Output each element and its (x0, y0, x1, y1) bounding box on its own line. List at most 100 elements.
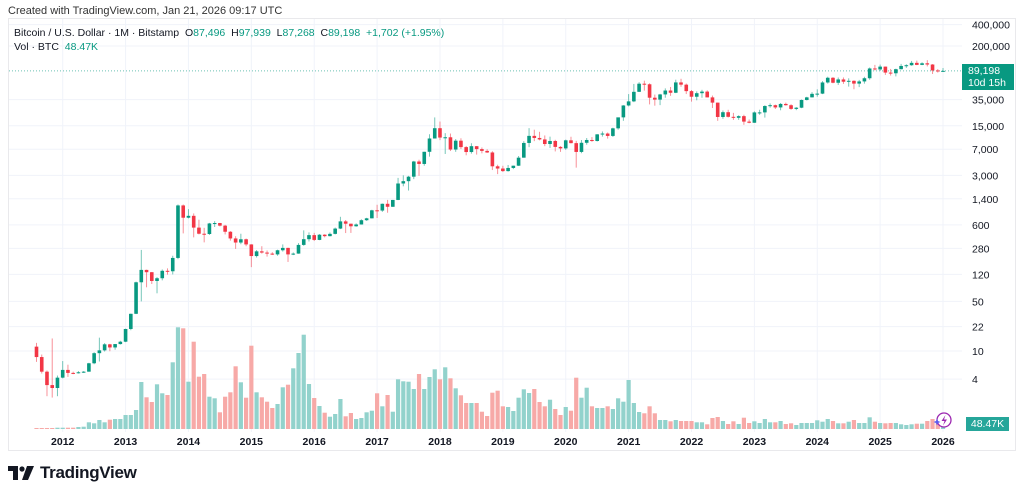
volume-bar (516, 397, 521, 429)
chart-pane[interactable] (8, 18, 1016, 451)
candle-body (679, 82, 683, 85)
volume-bar (799, 423, 804, 429)
volume-bar (390, 411, 395, 429)
candle-body (270, 253, 275, 255)
volume-bar (809, 423, 815, 429)
volume-bar (39, 428, 44, 429)
volume-bar (375, 393, 380, 429)
candle-body (233, 238, 238, 243)
volume-bar (568, 410, 574, 429)
candle-body (616, 117, 620, 129)
candle-body (422, 151, 427, 164)
candle-body (228, 231, 233, 239)
volume-bar (930, 419, 935, 429)
candle-body (663, 90, 668, 95)
candle-body (600, 133, 605, 135)
candle-body (595, 134, 599, 142)
volume-bar (322, 412, 327, 429)
candle-body (218, 223, 222, 226)
candle-body (935, 70, 940, 72)
candle-body (747, 121, 751, 123)
volume-bar (741, 417, 746, 429)
candle-body (626, 101, 631, 106)
volume-bar (647, 406, 652, 429)
candle-body (773, 105, 778, 108)
volume-bar (181, 328, 186, 429)
candle-body (155, 278, 159, 281)
volume-bar (50, 428, 55, 429)
volume-bar (343, 416, 348, 429)
volume-bar (474, 403, 479, 429)
candle-body (705, 91, 710, 98)
candle-body (333, 228, 337, 234)
volume-bar (657, 420, 663, 429)
candle-body (123, 328, 128, 342)
candle-body (836, 79, 841, 83)
volume-bar (579, 397, 584, 429)
candle-body (731, 116, 736, 118)
candle-body (930, 64, 935, 71)
candle-body (632, 91, 636, 102)
candle-body (490, 152, 495, 167)
volume-bar (495, 390, 500, 429)
volume-bar (652, 413, 657, 429)
candle-body (427, 138, 432, 152)
volume-bar (359, 418, 364, 429)
volume-bar (244, 397, 249, 429)
volume-label[interactable]: Vol · BTC (14, 41, 59, 53)
tradingview-brand[interactable]: TradingView (40, 463, 137, 482)
candle-body (134, 282, 138, 314)
volume-bar (705, 424, 710, 429)
x-tick-label: 2025 (868, 436, 892, 448)
volume-bar (333, 414, 338, 429)
volume-bar (97, 420, 102, 429)
volume-bar (600, 408, 605, 429)
candle-body (81, 371, 86, 373)
volume-bar (935, 422, 940, 429)
x-tick-label: 2013 (114, 436, 138, 448)
candle-body (873, 68, 877, 70)
y-tick-label: 7,000 (972, 144, 998, 156)
volume-bar (736, 424, 741, 429)
candle-body (328, 233, 332, 237)
volume-bar (170, 362, 175, 429)
symbol-name[interactable]: Bitcoin / U.S. Dollar · 1M · Bitstamp (14, 27, 180, 39)
lightning-alert-icon[interactable] (933, 412, 952, 428)
volume-bar (720, 421, 726, 429)
candle-body (139, 269, 144, 283)
volume-bar (154, 384, 160, 429)
volume-bar (427, 377, 432, 429)
volume-bar (637, 412, 642, 429)
volume-bar (128, 415, 133, 429)
y-tick-label: 50 (972, 296, 984, 308)
volume-bar (563, 407, 568, 429)
volume-bar (139, 382, 144, 429)
x-tick-label: 2021 (617, 436, 641, 448)
candle-body (443, 137, 448, 139)
candle-body (186, 215, 191, 218)
x-tick-label: 2026 (931, 436, 955, 448)
candle-body (742, 116, 746, 122)
candle-body (888, 72, 893, 74)
candle-body (721, 112, 725, 117)
candle-body (563, 140, 568, 149)
candle-body (108, 344, 112, 348)
volume-bar (238, 382, 243, 429)
volume-bar (133, 410, 139, 429)
candle-body (118, 341, 123, 345)
candle-body (846, 80, 851, 82)
candle-body (579, 142, 584, 152)
candle-body (354, 224, 358, 227)
volume-bar (327, 416, 333, 429)
volume-bar (65, 427, 71, 429)
candle-body (202, 233, 206, 235)
volume-bar (589, 406, 595, 429)
candle-body (532, 135, 537, 138)
volume-bar (448, 378, 453, 429)
volume-bar (196, 376, 202, 429)
x-tick-label: 2024 (806, 436, 830, 448)
volume-bar (144, 397, 149, 429)
candle-body (899, 65, 903, 70)
candle-body (794, 107, 799, 109)
